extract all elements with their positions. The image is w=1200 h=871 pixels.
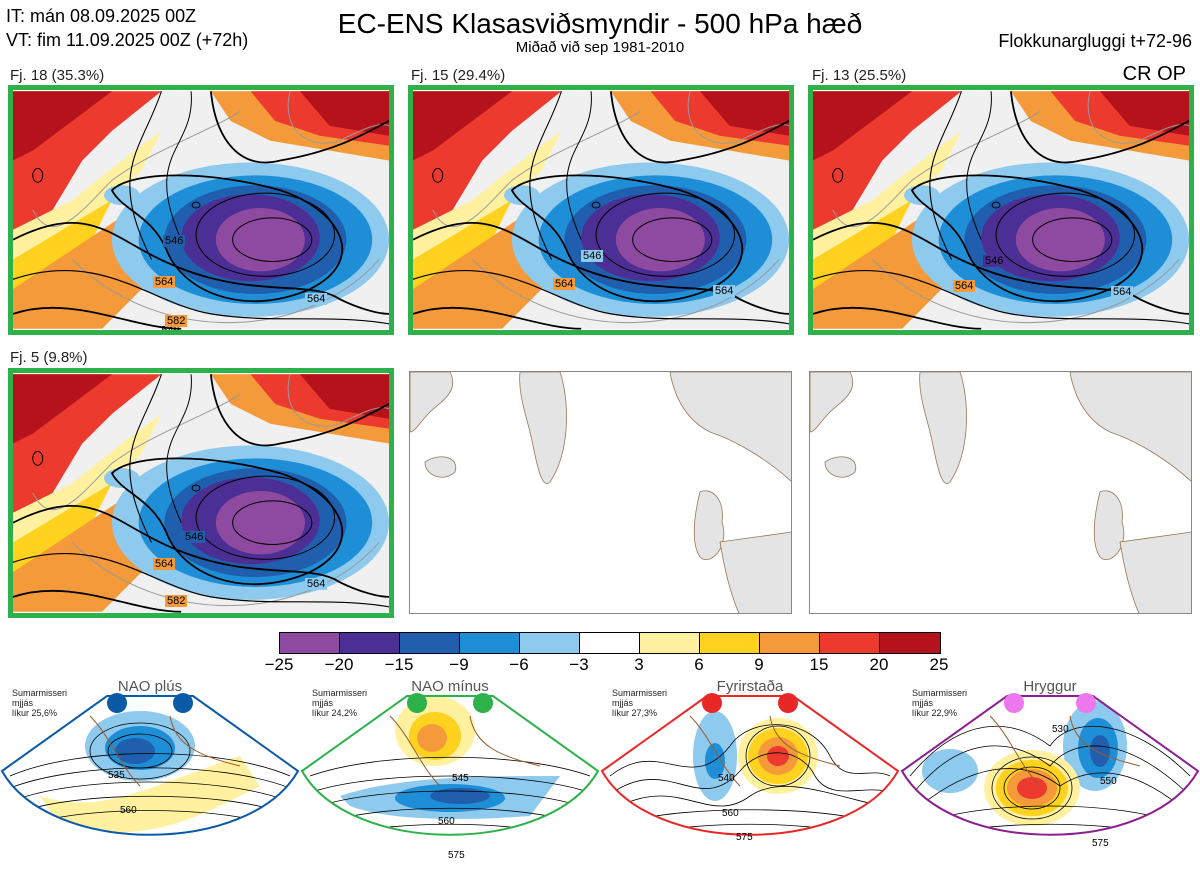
colorbar-swatch — [880, 633, 940, 653]
colorbar-swatch — [400, 633, 460, 653]
colorbar-tick-label: −6 — [509, 655, 529, 674]
regime-season: Sumarmisseri — [12, 688, 68, 698]
regime-map: 540 560 575 — [600, 693, 900, 843]
colorbar-swatch — [340, 633, 400, 653]
regime-contour-label: 545 — [452, 773, 469, 784]
contour-label: 582 — [165, 595, 188, 607]
colorbar-tick-label: 20 — [869, 655, 889, 674]
colorbar-swatch — [280, 633, 340, 653]
regime-blocking: Sumarmisseri mjjás líkur 27,3% Fyrirstað… — [600, 676, 900, 871]
colorbar-tick-label: −3 — [569, 655, 589, 674]
regime-contour-label: 560 — [722, 808, 739, 819]
colorbar-tick-label: 15 — [809, 655, 829, 674]
regime-map: 535 560 — [0, 693, 300, 836]
colorbar-swatch — [820, 633, 880, 653]
regime-name: Fyrirstaða — [716, 678, 784, 695]
regime-contour-label: 535 — [108, 770, 125, 781]
classification-window: Flokkunargluggi t+72-96 — [998, 31, 1192, 51]
regime-info: Sumarmisseri mjjás líkur 27,3% — [612, 688, 667, 718]
colorbar-swatch — [580, 633, 640, 653]
regime-name: Hryggur — [1023, 678, 1077, 695]
anomaly-colorbar — [279, 632, 941, 654]
regime-contour-label: 560 — [120, 805, 137, 816]
contour-label: 564 — [305, 293, 328, 305]
page-subtitle: Miðað við sep 1981-2010 — [515, 39, 685, 56]
contour-label: 564 — [153, 558, 176, 570]
regime-contour-label: 575 — [736, 832, 753, 843]
contour-label: 564 — [305, 578, 328, 590]
panel-label-3: Fj. 13 (25.5%) — [812, 67, 907, 84]
regime-nao-plus: Sumarmisseri mjjás líkur 25,6% NAO plús … — [0, 676, 300, 871]
regime-smoothing: mjjás — [612, 698, 634, 708]
empty-map-2 — [809, 371, 1192, 614]
contour-label: 564 — [1111, 286, 1134, 298]
empty-map-1 — [409, 371, 792, 614]
valid-time: VT: fim 11.09.2025 00Z (+72h) — [6, 30, 249, 50]
page-title: EC-ENS Klasasviðsmyndir - 500 hPa hæð — [337, 8, 863, 39]
regime-name: NAO plús — [117, 678, 183, 695]
regime-probability: líkur 24,2% — [312, 708, 358, 718]
regime-contour-label: 560 — [438, 816, 455, 827]
colorbar-swatch — [520, 633, 580, 653]
colorbar-swatch — [700, 633, 760, 653]
contour-label: 582 — [165, 315, 188, 327]
run-label: CR OP — [1122, 63, 1186, 85]
regime-smoothing: mjjás — [12, 698, 34, 708]
regime-contour-label: 575 — [1092, 838, 1109, 849]
regime-contour-label: 575 — [448, 850, 465, 861]
contour-label: 546 — [183, 531, 206, 543]
contour-label: 564 — [553, 278, 576, 290]
cluster-map-2: 546 564 564 — [408, 85, 794, 335]
regime-info: Sumarmisseri mjjás líkur 22,9% — [912, 688, 967, 718]
regime-probability: líkur 22,9% — [912, 708, 958, 718]
colorbar-tick-label: 3 — [634, 655, 644, 674]
regime-map: 530 550 575 — [900, 693, 1200, 849]
contour-label: 564 — [153, 276, 176, 288]
colorbar-tick-label: −9 — [449, 655, 469, 674]
regime-probability: líkur 25,6% — [12, 708, 58, 718]
contour-label: 546 — [161, 325, 179, 330]
initial-time: IT: mán 08.09.2025 00Z — [6, 6, 197, 26]
cluster-map-3: 546 564 564 — [808, 85, 1194, 335]
regime-map: 545 560 575 — [300, 693, 600, 861]
colorbar-tick-label: −20 — [324, 655, 354, 674]
regime-probability: líkur 27,3% — [612, 708, 658, 718]
contour-label: 564 — [953, 280, 976, 292]
contour-label: 546 — [983, 255, 1006, 267]
regime-nao-minus: Sumarmisseri mjjás líkur 24,2% NAO mínus… — [300, 676, 600, 871]
colorbar-swatch — [760, 633, 820, 653]
colorbar-tick-label: −15 — [384, 655, 414, 674]
cluster-map-1: 546 546 564 582 564 — [8, 85, 394, 335]
regime-ridge: Sumarmisseri mjjás líkur 22,9% Hryggur — [900, 676, 1200, 871]
colorbar-tick-label: 9 — [754, 655, 764, 674]
panel-label-1: Fj. 18 (35.3%) — [10, 67, 105, 84]
regime-season: Sumarmisseri — [912, 688, 968, 698]
colorbar-swatch — [460, 633, 520, 653]
regime-contour-label: 540 — [718, 773, 735, 784]
contour-label: 546 — [581, 250, 604, 262]
regime-season: Sumarmisseri — [312, 688, 368, 698]
colorbar-tick-label: −25 — [264, 655, 294, 674]
contour-label: 564 — [713, 285, 736, 297]
cluster-map-4: 546 564 582 564 — [8, 368, 394, 618]
colorbar-tick-label: 6 — [694, 655, 704, 674]
colorbar-swatch — [640, 633, 700, 653]
regime-smoothing: mjjás — [912, 698, 934, 708]
regime-contour-label: 530 — [1052, 724, 1069, 735]
regime-smoothing: mjjás — [312, 698, 334, 708]
panel-label-4: Fj. 5 (9.8%) — [10, 349, 88, 366]
regime-season: Sumarmisseri — [612, 688, 668, 698]
regime-contour-label: 550 — [1100, 776, 1117, 787]
colorbar-tick-label: 25 — [929, 655, 949, 674]
panel-label-2: Fj. 15 (29.4%) — [411, 67, 506, 84]
contour-label: 546 — [163, 235, 186, 247]
regime-info: Sumarmisseri mjjás líkur 25,6% — [12, 688, 67, 718]
regime-info: Sumarmisseri mjjás líkur 24,2% — [312, 688, 367, 718]
regime-name: NAO mínus — [411, 678, 489, 695]
